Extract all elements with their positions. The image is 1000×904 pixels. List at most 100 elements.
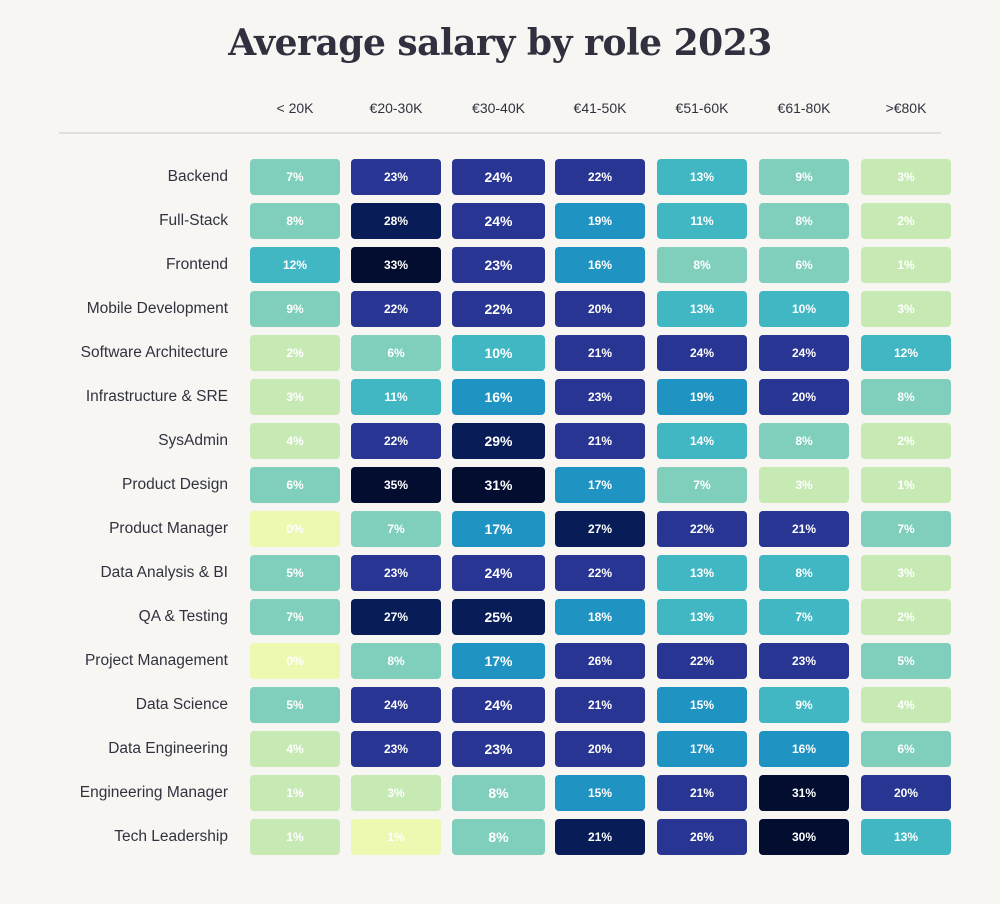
heatmap-cell: 31%: [452, 467, 545, 503]
row-label: Software Architecture: [80, 344, 228, 361]
heatmap-cell: 27%: [555, 511, 645, 547]
heatmap-cell: 12%: [861, 335, 951, 371]
column-header: €61-80K: [777, 100, 831, 116]
heatmap-cell: 24%: [657, 335, 747, 371]
row-label: Product Manager: [109, 520, 228, 537]
row-label: Tech Leadership: [114, 828, 228, 845]
heatmap-cell: 23%: [555, 379, 645, 415]
heatmap-cell: 6%: [759, 247, 849, 283]
heatmap-cell: 0%: [250, 511, 340, 547]
heatmap-cell: 5%: [250, 687, 340, 723]
heatmap-cell: 11%: [657, 203, 747, 239]
heatmap-cell: 13%: [657, 599, 747, 635]
heatmap-cell: 3%: [861, 159, 951, 195]
column-header: >€80K: [885, 100, 927, 116]
heatmap-cell: 24%: [759, 335, 849, 371]
heatmap-cell: 6%: [250, 467, 340, 503]
heatmap-cell: 20%: [759, 379, 849, 415]
heatmap-cell: 24%: [452, 555, 545, 591]
heatmap-cell: 8%: [452, 775, 545, 811]
row-label: Full-Stack: [159, 212, 228, 229]
heatmap-cell: 24%: [351, 687, 441, 723]
heatmap-cell: 7%: [250, 599, 340, 635]
heatmap-cell: 13%: [657, 159, 747, 195]
heatmap-cell: 22%: [657, 511, 747, 547]
heatmap-cell: 25%: [452, 599, 545, 635]
heatmap-cell: 17%: [657, 731, 747, 767]
row-label: Backend: [167, 168, 228, 185]
heatmap-cell: 6%: [351, 335, 441, 371]
heatmap-cell: 22%: [555, 159, 645, 195]
heatmap-cell: 28%: [351, 203, 441, 239]
heatmap-cell: 26%: [555, 643, 645, 679]
heatmap-cell: 1%: [250, 775, 340, 811]
heatmap-cell: 13%: [657, 291, 747, 327]
heatmap-cell: 20%: [555, 291, 645, 327]
heatmap-cell: 1%: [351, 819, 441, 855]
heatmap-cell: 21%: [555, 819, 645, 855]
heatmap-cell: 7%: [250, 159, 340, 195]
row-label: SysAdmin: [158, 432, 228, 449]
heatmap-cell: 7%: [351, 511, 441, 547]
heatmap-cell: 8%: [861, 379, 951, 415]
heatmap-cell: 23%: [351, 731, 441, 767]
heatmap-cell: 16%: [759, 731, 849, 767]
heatmap-cell: 21%: [759, 511, 849, 547]
heatmap-cell: 18%: [555, 599, 645, 635]
heatmap-cell: 27%: [351, 599, 441, 635]
heatmap-cell: 17%: [452, 643, 545, 679]
heatmap-cell: 2%: [250, 335, 340, 371]
heatmap-cell: 3%: [250, 379, 340, 415]
heatmap-cell: 23%: [452, 731, 545, 767]
heatmap-cell: 20%: [555, 731, 645, 767]
heatmap-cell: 3%: [861, 555, 951, 591]
heatmap-cell: 5%: [861, 643, 951, 679]
heatmap-cell: 10%: [452, 335, 545, 371]
heatmap-cell: 22%: [351, 423, 441, 459]
heatmap-cell: 16%: [555, 247, 645, 283]
heatmap-cell: 26%: [657, 819, 747, 855]
chart-title: Average salary by role 2023: [228, 22, 772, 64]
heatmap-cell: 9%: [250, 291, 340, 327]
heatmap-cell: 5%: [250, 555, 340, 591]
heatmap-cell: 4%: [250, 423, 340, 459]
heatmap-cell: 19%: [555, 203, 645, 239]
heatmap-cell: 8%: [250, 203, 340, 239]
heatmap-cell: 8%: [351, 643, 441, 679]
heatmap-cell: 10%: [759, 291, 849, 327]
heatmap-cell: 13%: [861, 819, 951, 855]
heatmap-cell: 3%: [759, 467, 849, 503]
row-label: Product Design: [122, 476, 228, 493]
heatmap-cell: 14%: [657, 423, 747, 459]
heatmap-cell: 35%: [351, 467, 441, 503]
heatmap-cell: 12%: [250, 247, 340, 283]
heatmap-cell: 13%: [657, 555, 747, 591]
heatmap-cell: 21%: [555, 423, 645, 459]
heatmap-cell: 31%: [759, 775, 849, 811]
heatmap-cell: 23%: [759, 643, 849, 679]
row-label: QA & Testing: [138, 608, 228, 625]
heatmap-cell: 33%: [351, 247, 441, 283]
heatmap-cell: 29%: [452, 423, 545, 459]
heatmap-cell: 8%: [759, 555, 849, 591]
heatmap-cell: 22%: [351, 291, 441, 327]
heatmap-cell: 8%: [759, 423, 849, 459]
row-label: Engineering Manager: [79, 784, 228, 801]
heatmap-cell: 1%: [861, 467, 951, 503]
heatmap-cell: 8%: [759, 203, 849, 239]
heatmap-cell: 7%: [657, 467, 747, 503]
heatmap-cell: 2%: [861, 203, 951, 239]
heatmap-cell: 24%: [452, 203, 545, 239]
row-label: Data Analysis & BI: [100, 564, 228, 581]
heatmap-cell: 1%: [250, 819, 340, 855]
heatmap-cell: 23%: [351, 555, 441, 591]
heatmap-cell: 3%: [861, 291, 951, 327]
heatmap-cell: 8%: [657, 247, 747, 283]
row-label: Mobile Development: [86, 300, 228, 317]
heatmap-cell: 22%: [657, 643, 747, 679]
column-header: €41-50K: [573, 100, 627, 116]
heatmap-cell: 2%: [861, 423, 951, 459]
heatmap-cell: 19%: [657, 379, 747, 415]
heatmap-cell: 1%: [861, 247, 951, 283]
row-label: Project Management: [84, 652, 228, 669]
